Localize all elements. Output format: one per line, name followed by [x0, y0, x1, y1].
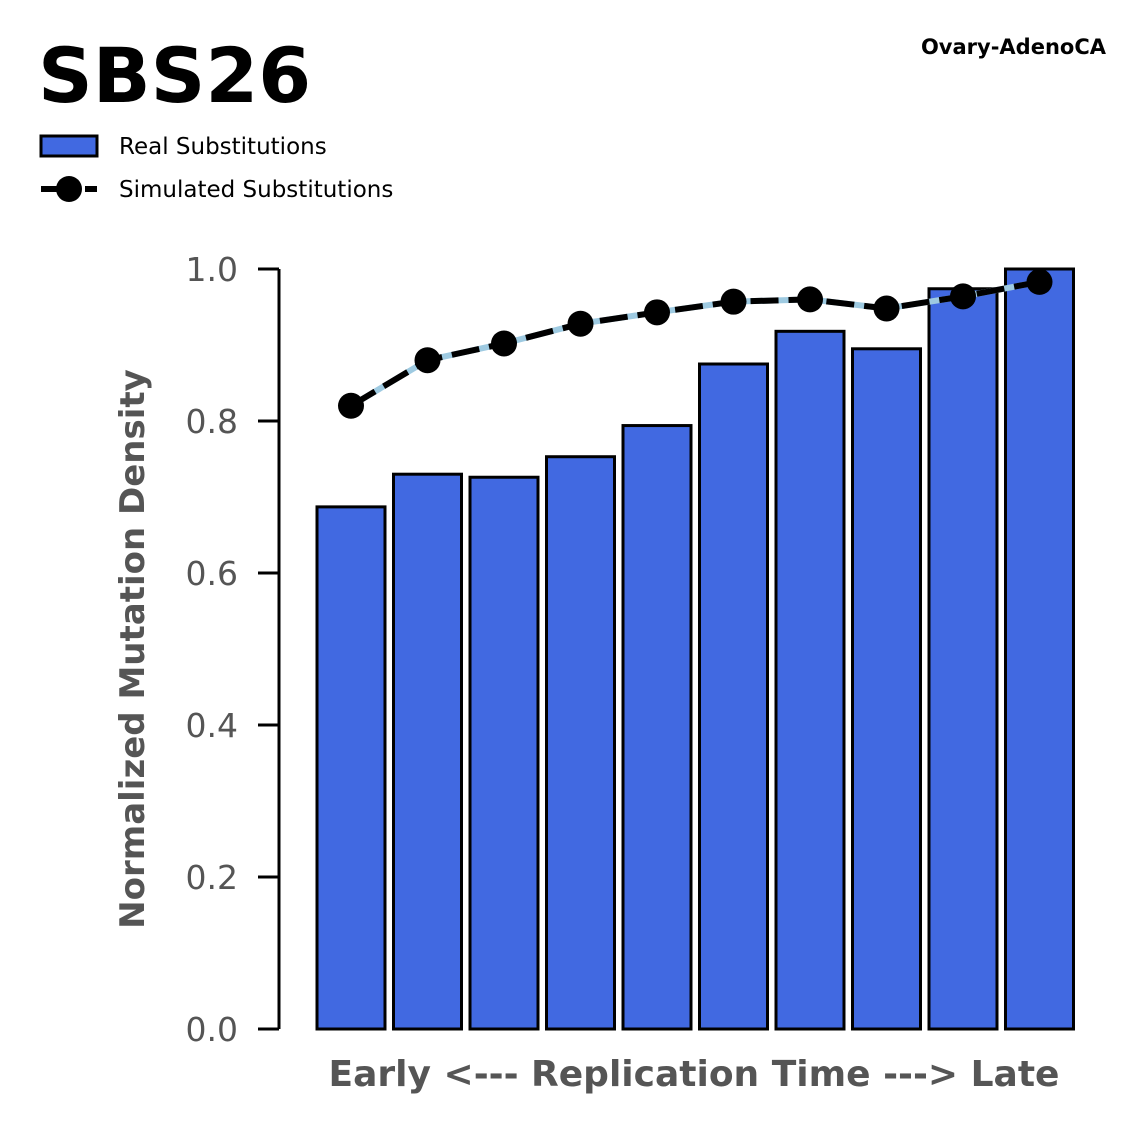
simulated-point-9	[950, 283, 976, 310]
y-tick-label: 0.4	[186, 706, 238, 745]
line-layer	[338, 268, 1053, 419]
simulated-point-8	[873, 295, 900, 322]
simulated-point-3	[491, 330, 517, 357]
x-axis-label: Early <--- Replication Time ---> Late	[329, 1054, 1060, 1095]
y-tick-label: 1.0	[186, 250, 238, 289]
bar-real-10	[1004, 267, 1075, 1031]
chart-title: SBS26	[38, 31, 311, 120]
bar-real-4	[545, 455, 616, 1031]
y-tick-label: 0.2	[186, 858, 238, 897]
bar-real-7	[774, 329, 846, 1031]
y-tick-label: 0.8	[186, 402, 238, 441]
legend-label-real: Real Substitutions	[119, 134, 327, 160]
y-ticks: 0.0 0.2 0.4 0.6 0.8 1.0	[186, 250, 279, 1049]
bar-real-5	[621, 424, 693, 1031]
bar-real-8	[851, 347, 922, 1031]
bar-real-6	[698, 362, 769, 1031]
bar-real-1	[315, 505, 387, 1031]
simulated-point-10	[1026, 268, 1053, 295]
y-tick-label: 0.6	[186, 554, 238, 593]
simulated-point-5	[644, 299, 670, 326]
legend-bar-swatch	[39, 134, 99, 158]
y-tick-label: 0.0	[186, 1010, 238, 1049]
y-axis-label: Normalized Mutation Density	[113, 369, 153, 929]
simulated-point-1	[338, 392, 364, 419]
y-axis: 0.0 0.2 0.4 0.6 0.8 1.0	[186, 250, 281, 1049]
bars-layer	[315, 267, 1075, 1031]
bar-real-3	[468, 475, 540, 1031]
simulated-point-6	[720, 288, 747, 315]
simulated-point-4	[567, 310, 594, 337]
bar-real-2	[392, 472, 463, 1031]
legend-label-simulated: Simulated Substitutions	[119, 177, 393, 203]
simulated-point-2	[414, 347, 441, 374]
chart-subtitle: Ovary-AdenoCA	[921, 35, 1107, 59]
legend-marker-swatch	[56, 176, 82, 202]
legend: Real Substitutions Simulated Substitutio…	[39, 134, 393, 203]
simulated-line	[349, 278, 1041, 409]
bar-real-9	[927, 287, 999, 1031]
simulated-point-7	[797, 286, 823, 313]
